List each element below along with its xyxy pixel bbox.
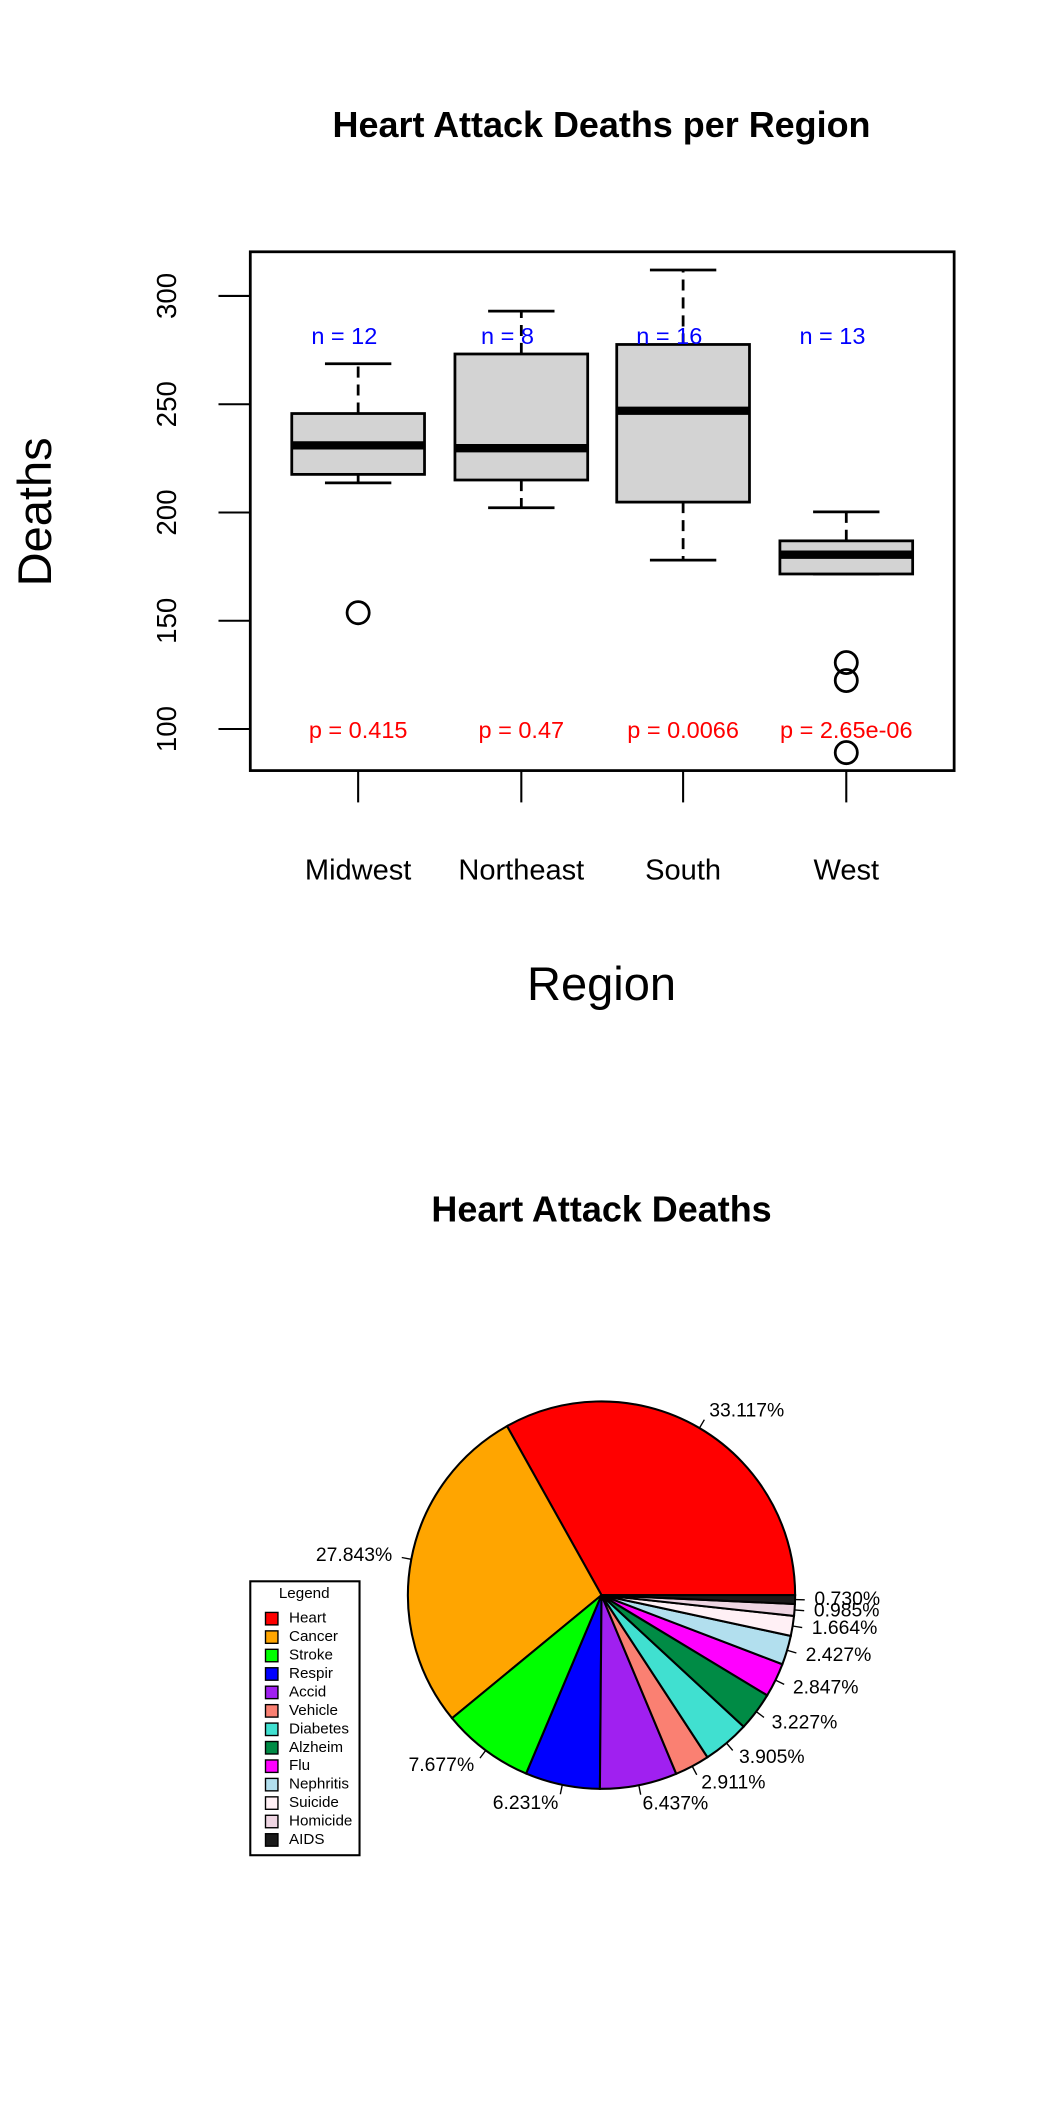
legend-label: Accid [289, 1683, 326, 1700]
label-tick [755, 1711, 765, 1718]
pie-title: Heart Attack Deaths [431, 1188, 771, 1229]
slice-label: 2.911% [701, 1771, 765, 1793]
legend-swatch [264, 1630, 279, 1645]
legend-swatch [264, 1740, 279, 1755]
outlier [833, 650, 859, 675]
plot-frame [248, 250, 956, 772]
slice-label: 6.437% [643, 1792, 709, 1814]
label-tick [559, 1784, 563, 1795]
legend-label: Alzheim [289, 1739, 343, 1756]
slice-label: 0.730% [814, 1588, 880, 1610]
y-tick-label: 200 [151, 489, 182, 535]
label-tick [698, 1419, 705, 1429]
n-label: n = 12 [311, 323, 377, 349]
legend-label: AIDS [289, 1831, 324, 1848]
slice-label: 3.227% [772, 1711, 838, 1733]
legend-label: Diabetes [289, 1720, 349, 1737]
legend-label: Nephritis [289, 1776, 349, 1793]
slice-label: 0.985% [814, 1600, 880, 1622]
legend-label: Respir [289, 1665, 333, 1682]
label-tick [725, 1742, 734, 1751]
n-label: n = 16 [636, 323, 702, 349]
label-tick [401, 1556, 412, 1560]
label-tick [775, 1679, 785, 1685]
slice-label: 27.843% [316, 1544, 392, 1566]
legend-swatch [264, 1759, 279, 1774]
legend-label: Cancer [289, 1628, 338, 1645]
legend-label: Heart [289, 1610, 327, 1627]
n-label: n = 8 [481, 323, 534, 349]
legend-swatch [264, 1777, 279, 1792]
slice-label: 3.905% [739, 1746, 805, 1768]
legend-swatch [264, 1722, 279, 1737]
y-tick-label: 250 [151, 381, 182, 427]
legend-label: Homicide [289, 1813, 352, 1830]
chart-title: Heart Attack Deaths per Region [333, 104, 871, 145]
legend-swatch [264, 1833, 279, 1847]
box [453, 352, 590, 482]
x-tick-label: Northeast [458, 854, 584, 886]
n-label: n = 13 [799, 323, 865, 349]
label-tick [479, 1749, 487, 1759]
x-tick-label: South [645, 854, 721, 886]
pie-slice [505, 1400, 797, 1597]
x-tick-label: West [813, 854, 879, 886]
legend-label: Stroke [289, 1647, 333, 1664]
label-tick [792, 1625, 803, 1629]
slice-label: 6.231% [493, 1792, 559, 1814]
slice-label: 2.847% [793, 1677, 859, 1699]
p-label: p = 0.0066 [627, 717, 739, 743]
legend-swatch [264, 1814, 279, 1829]
legend-title: Legend [279, 1585, 330, 1602]
p-label: p = 0.47 [479, 717, 565, 743]
legend-swatch [264, 1685, 279, 1700]
label-tick [691, 1765, 698, 1776]
outlier [833, 740, 859, 766]
slice-label: 7.677% [409, 1754, 475, 1776]
label-tick [786, 1649, 797, 1654]
p-label: p = 0.415 [309, 717, 408, 743]
box [615, 343, 751, 504]
label-tick [638, 1785, 642, 1795]
slice-label: 2.427% [806, 1644, 872, 1666]
x-tick-label: Midwest [305, 854, 411, 886]
slice-label: 33.117% [709, 1399, 784, 1421]
legend-swatch [264, 1796, 279, 1810]
y-tick-label: 150 [151, 598, 182, 644]
legend-label: Suicide [289, 1794, 339, 1811]
pie-slice [450, 1594, 603, 1775]
y-axis-title: Deaths [8, 437, 61, 586]
label-tick [794, 1609, 805, 1612]
legend-swatch [264, 1703, 279, 1718]
y-tick-label: 300 [151, 273, 182, 319]
legend-swatch [264, 1667, 279, 1681]
legend-swatch [264, 1648, 279, 1663]
x-axis-title: Region [527, 957, 676, 1010]
y-tick-label: 100 [151, 706, 182, 752]
slice-label: 1.664% [812, 1617, 878, 1639]
legend-label: Flu [289, 1757, 310, 1774]
legend-label: Vehicle [289, 1702, 338, 1719]
legend-swatch [264, 1611, 279, 1626]
p-label: p = 2.65e-06 [780, 717, 913, 743]
outlier [345, 600, 371, 626]
outlier [833, 668, 859, 693]
